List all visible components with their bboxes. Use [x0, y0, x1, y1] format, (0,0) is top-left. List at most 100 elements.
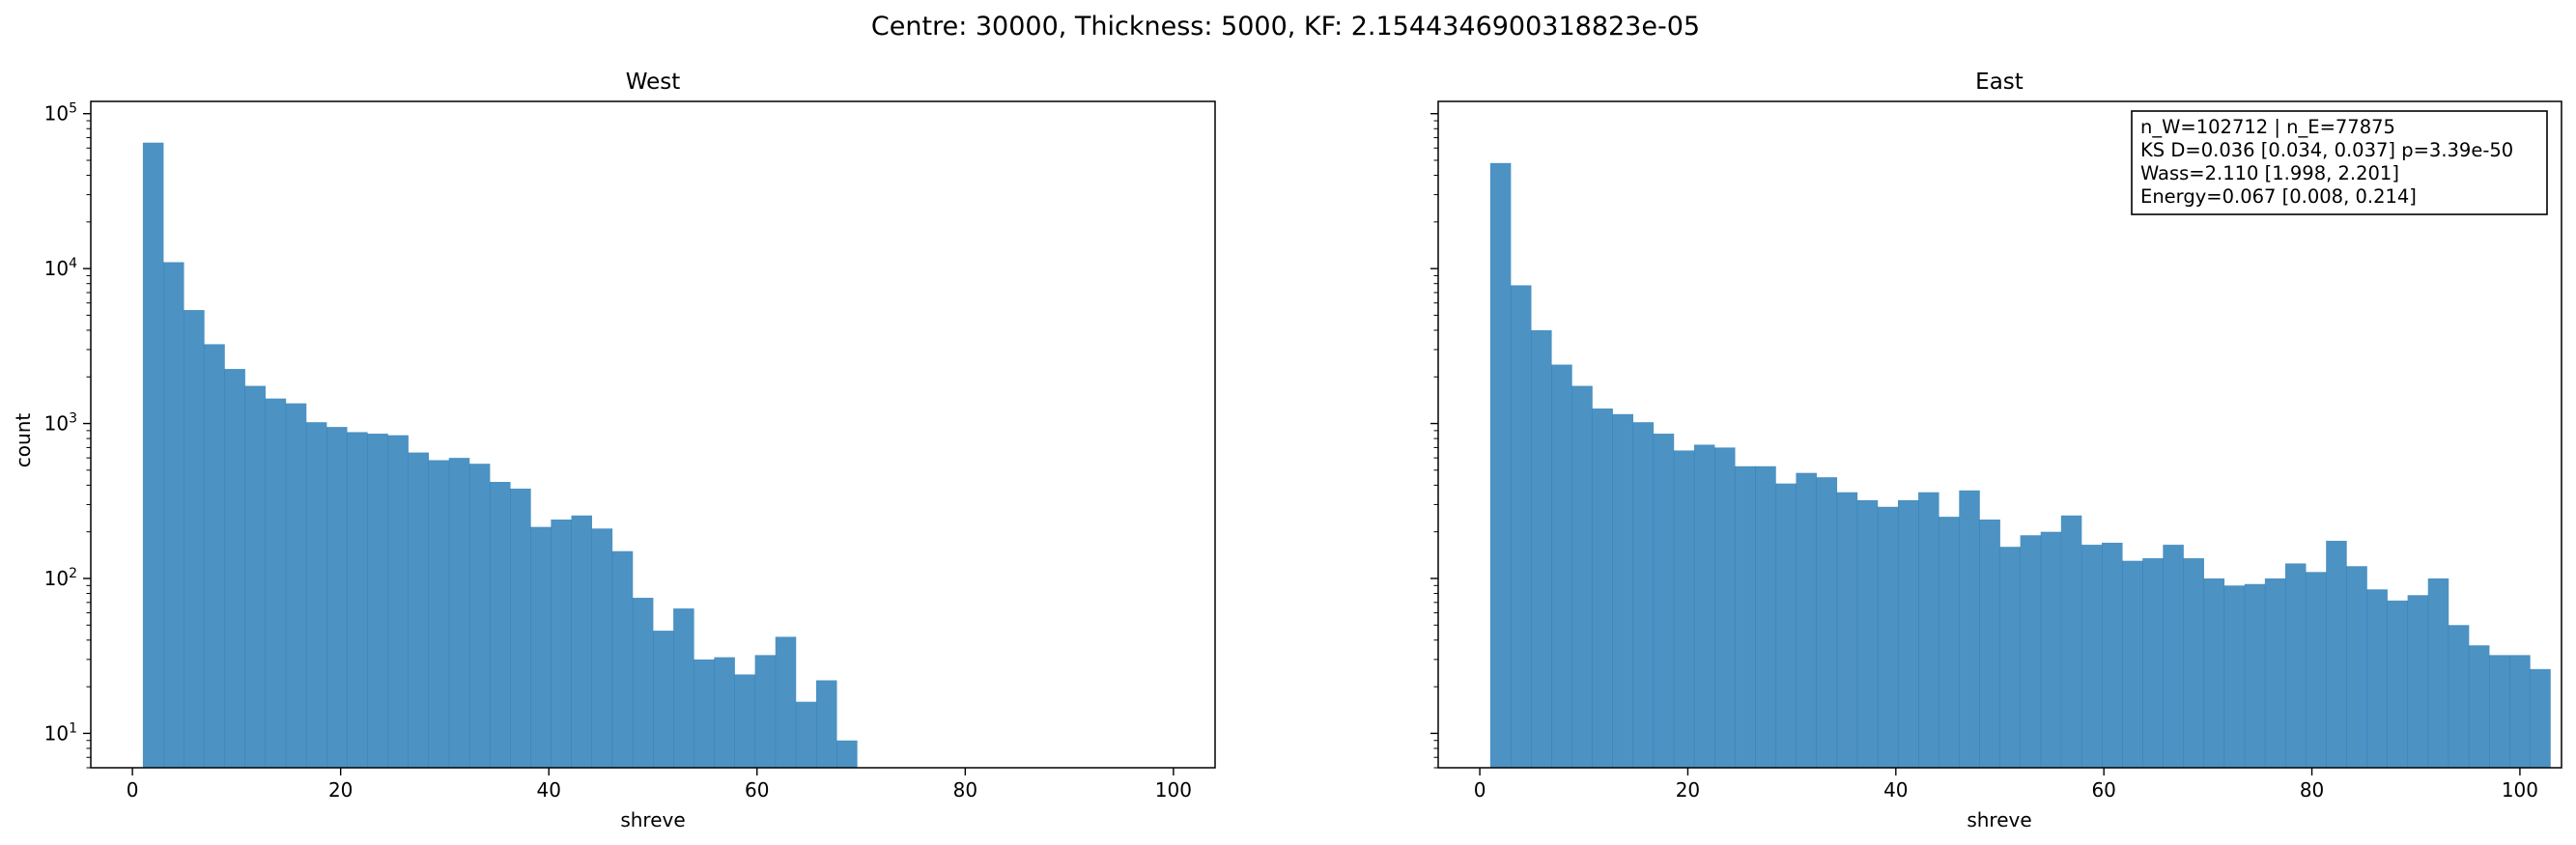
east-bar [2427, 577, 2449, 768]
east-bar [1571, 385, 1593, 768]
east-bar [1877, 506, 1899, 768]
west-bar [734, 674, 756, 768]
east-bar [1836, 492, 1858, 768]
east-bar [2509, 655, 2531, 768]
west-bar [408, 452, 430, 768]
east-bar [2142, 558, 2164, 768]
west-bar [367, 434, 388, 768]
west-bar [816, 680, 837, 768]
west-bars [142, 142, 858, 769]
west-xtick-label: 100 [1155, 778, 1192, 802]
west-bar [285, 403, 307, 768]
east-bar [2366, 589, 2388, 768]
east-bar [1673, 450, 1695, 768]
east-bar [1816, 477, 1838, 768]
west-bar [632, 598, 654, 768]
west-bar [754, 655, 777, 768]
west-bar [387, 435, 409, 768]
east-bar [1775, 483, 1797, 768]
east-axes-frame [1437, 100, 2562, 769]
east-bars [1489, 162, 2551, 769]
east-bar [2530, 668, 2551, 768]
west-xtick-label: 60 [745, 778, 769, 802]
east-bar [1918, 492, 1939, 768]
east-bar [2489, 655, 2510, 768]
east-bar [1531, 329, 1552, 768]
east-bar [1856, 499, 1879, 768]
east-bar [2223, 585, 2246, 768]
east-xtick-label: 60 [2091, 778, 2115, 802]
west-ytick-label: 104 [44, 256, 77, 280]
stats-box [2131, 110, 2548, 215]
east-bar [1959, 490, 1980, 768]
east-bar [1551, 364, 1572, 768]
west-bar [551, 519, 572, 768]
east-bar [1939, 517, 1960, 768]
west-bar [611, 550, 634, 768]
east-bar [1510, 285, 1532, 768]
east-xtick-label: 100 [2502, 778, 2538, 802]
west-bar [510, 488, 531, 768]
west-bar [347, 432, 368, 768]
east-bar [2020, 535, 2042, 768]
west-xtick-label: 0 [127, 778, 139, 802]
east-bar [1592, 408, 1613, 768]
east-bar [1979, 519, 2000, 768]
east-bar [1755, 465, 1776, 768]
east-bar [2407, 595, 2429, 768]
east-xtick-label: 0 [1474, 778, 1486, 802]
east-bar [1897, 499, 1919, 768]
west-xlabel: shreve [620, 808, 685, 831]
west-bar [305, 422, 327, 768]
west-bar [490, 482, 511, 768]
east-bar [2163, 545, 2184, 768]
east-bar [2468, 645, 2490, 768]
east-bar [2203, 577, 2225, 768]
west-bar [204, 344, 225, 768]
west-bar [163, 262, 184, 768]
east-bar [1796, 472, 1817, 768]
west-bar [468, 464, 491, 768]
west-ytick-label: 103 [44, 411, 77, 436]
west-bar [653, 631, 674, 768]
east-bar [2040, 531, 2062, 768]
east-bar [2326, 540, 2347, 768]
east-bar [2102, 543, 2123, 768]
east-xtick-label: 40 [1883, 778, 1908, 802]
east-bar [2081, 545, 2103, 768]
west-ylabel: count [12, 413, 35, 468]
west-bar [714, 657, 735, 768]
west-bar [244, 385, 267, 768]
west-bar [673, 608, 694, 768]
east-panel: East shreve 0 20 40 60 80 100 n_W=102712 | n_… [1430, 70, 2562, 831]
east-bar [1612, 413, 1633, 768]
figure-suptitle: Centre: 30000, Thickness: 5000, KF: 2.15… [871, 12, 1700, 42]
east-bar [1693, 444, 1715, 768]
west-bar [428, 460, 450, 768]
stats-line-4: Energy=0.067 [0.008, 0.214] [2140, 185, 2417, 208]
west-bar [326, 427, 348, 768]
east-bar [2387, 600, 2409, 768]
west-axes-frame [90, 100, 1216, 769]
west-panel: West shreve count 0 20 40 60 80 100 101 102 103 1… [12, 70, 1216, 831]
west-bar [530, 526, 552, 768]
west-bar [795, 701, 817, 768]
west-xtick-label: 40 [536, 778, 560, 802]
west-bar [775, 636, 797, 768]
east-bar [2060, 515, 2082, 768]
west-bar [265, 398, 287, 768]
east-bar [2284, 563, 2307, 768]
east-xtick-label: 20 [1676, 778, 1700, 802]
east-title: East [1975, 70, 2024, 95]
stats-line-3: Wass=2.110 [1.998, 2.201] [2140, 162, 2399, 184]
west-xtick-label: 80 [953, 778, 977, 802]
east-bar [1714, 447, 1736, 768]
west-bar [184, 310, 205, 768]
west-bar [448, 458, 470, 768]
east-bar [2244, 583, 2266, 768]
west-ytick-label: 102 [44, 566, 77, 590]
west-ticks: 0 20 40 60 80 100 101 102 103 104 105 [44, 101, 1192, 802]
west-ytick-label: 105 [44, 101, 77, 126]
stats-line-2: KS D=0.036 [0.034, 0.037] p=3.39e-50 [2140, 139, 2513, 161]
west-xtick-label: 20 [328, 778, 353, 802]
